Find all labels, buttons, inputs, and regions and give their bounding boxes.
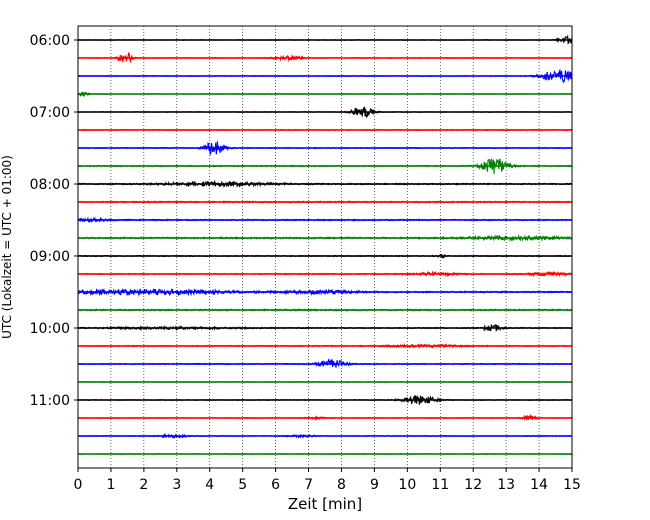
x-tick-label: 6 <box>271 477 280 493</box>
y-tick-label: 09:00 <box>30 249 70 265</box>
x-tick-label: 1 <box>106 477 115 493</box>
x-tick-label: 7 <box>304 477 313 493</box>
x-tick-label: 4 <box>205 477 214 493</box>
y-axis-label: UTC (Lokalzeit = UTC + 01:00) <box>0 155 14 339</box>
x-tick-label: 10 <box>398 477 416 493</box>
x-tick-label: 5 <box>238 477 247 493</box>
x-axis-label: Zeit [min] <box>288 495 362 513</box>
x-tick-label: 11 <box>431 477 449 493</box>
x-tick-label: 8 <box>337 477 346 493</box>
y-tick-label: 10:00 <box>30 321 70 337</box>
vertical-grid <box>110 26 540 468</box>
x-tick-label: 12 <box>464 477 482 493</box>
plot-frame <box>77 25 573 469</box>
y-tick-label: 06:00 <box>30 33 70 49</box>
trace-group <box>77 34 573 456</box>
y-tick-label: 08:00 <box>30 177 70 193</box>
x-tick-label: 14 <box>530 477 548 493</box>
x-tick-label: 13 <box>497 477 515 493</box>
x-axis-ticks: 0 1 2 3 4 5 6 7 8 9 10 11 12 13 14 15 <box>74 468 581 493</box>
x-tick-label: 3 <box>172 477 181 493</box>
x-tick-label: 15 <box>563 477 581 493</box>
y-axis-ticks: 06:00 07:00 08:00 09:00 10:00 11:00 <box>30 33 78 409</box>
x-tick-label: 2 <box>139 477 148 493</box>
x-tick-label: 9 <box>370 477 379 493</box>
y-tick-label: 07:00 <box>30 105 70 121</box>
x-tick-label: 0 <box>74 477 83 493</box>
y-tick-label: 11:00 <box>30 393 70 409</box>
